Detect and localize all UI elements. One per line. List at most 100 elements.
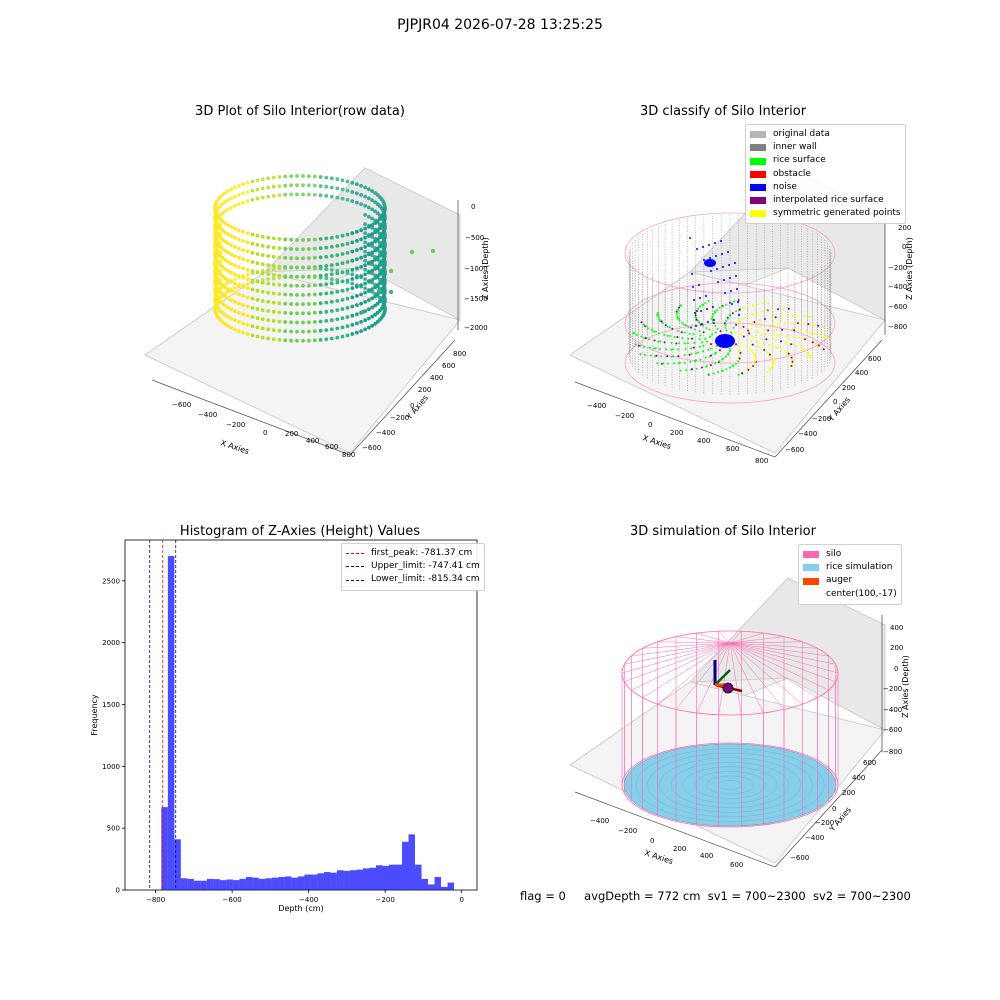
legend-swatch (803, 551, 819, 559)
classify-3d-plot: −400 −200 0 200 400 600 800 X Axies −600… (569, 166, 914, 465)
classify-z-label: Z Axies (Depth) (905, 237, 914, 300)
histogram-bar (369, 867, 376, 890)
histogram-bar (219, 880, 227, 890)
legend-label: silo (826, 549, 842, 559)
x-tick: 0 (648, 421, 652, 429)
classify-x-ticks: −400 −200 0 200 400 600 800 (587, 402, 768, 465)
x-tick: 600 (325, 443, 338, 451)
histogram-bar (226, 879, 233, 890)
legend-entry: rice surface (750, 154, 901, 167)
histogram-bar (206, 878, 214, 890)
z-tick: −800 (883, 748, 902, 756)
z-tick: −200 (888, 264, 907, 272)
status-sv1: sv1 = 700~2300 (707, 889, 806, 903)
histogram-bar (252, 877, 259, 890)
raw-z-label: Z Axies (Depth) (481, 237, 490, 300)
legend-entry: noise (750, 181, 901, 194)
legend-entry: inner wall (750, 141, 901, 154)
histogram-bar (213, 879, 220, 890)
raw-z-ticks: 0 −500 −1000 −1500 −2000 (464, 203, 488, 332)
histogram-bar (278, 877, 285, 890)
x-tick: 600 (730, 861, 743, 869)
y-tick: −200 (390, 414, 409, 422)
histogram-bar (284, 876, 292, 890)
histogram-bar (297, 876, 305, 890)
legend-swatch (803, 577, 819, 585)
classify-y-label: Y Axies (826, 395, 852, 424)
legend-swatch (750, 170, 766, 178)
simulation-x-ticks: −400 −200 0 200 400 600 (590, 817, 743, 869)
y-tick: 800 (453, 350, 466, 358)
x-tick: −200 (615, 412, 634, 420)
simulation-z-ticks: 400 200 0 −200 −400 −600 −800 (883, 624, 903, 756)
raw-y-ticks: −600 −400 −200 0 200 400 600 800 (362, 350, 466, 452)
x-tick: −200 (618, 827, 637, 835)
x-tick-label: 0 (459, 896, 463, 904)
status-flag: flag = 0 (520, 889, 566, 903)
z-tick: −2000 (464, 324, 488, 332)
legend-label: rice surface (773, 155, 826, 166)
histogram-bar (395, 864, 403, 890)
legend-label: noise (773, 181, 797, 192)
raw-outlier-points (360, 248, 436, 315)
x-tick-label: −400 (299, 896, 318, 904)
histogram-bar (258, 878, 266, 890)
histogram-bar (382, 865, 389, 890)
y-tick: 400 (852, 774, 865, 782)
histogram-bar (428, 884, 435, 890)
z-tick: −600 (883, 726, 902, 734)
raw-3d-plot: −600 −400 −200 0 200 400 600 800 X Axies… (144, 166, 490, 459)
x-tick: 400 (697, 437, 710, 445)
histogram-bar (161, 807, 168, 890)
z-tick: 400 (890, 624, 903, 632)
legend-entry: rice simulation (803, 561, 897, 574)
classify-x-label: X Axies (641, 433, 672, 451)
x-tick: 200 (673, 845, 686, 853)
simulation-legend: silo rice simulation auger center(100,-17) (798, 544, 902, 605)
x-tick: −400 (590, 817, 609, 825)
y-tick: 0 (833, 398, 837, 406)
classify-legend: original data inner wall rice surface obsta… (745, 124, 906, 225)
raw-y-label: Y Axies (404, 393, 430, 422)
y-tick: 600 (863, 759, 876, 767)
classify-3d-box (569, 166, 886, 458)
histogram-bar (323, 872, 331, 890)
histogram-bar (271, 877, 279, 890)
simulation-z-label: Z Axies (Depth) (901, 655, 910, 718)
simulation-plot-title: 3D simulation of Silo Interior (630, 524, 816, 539)
histogram-bar (310, 874, 318, 890)
z-tick: −200 (883, 685, 902, 693)
y-tick: −400 (798, 430, 817, 438)
y-tick-label: 1500 (102, 701, 120, 709)
y-tick: −600 (785, 446, 804, 454)
z-tick: −1500 (464, 295, 488, 303)
legend-entry: Lower_limit: -815.34 cm (346, 573, 480, 586)
y-tick: 600 (442, 362, 455, 370)
classify-y-ticks: −600 −400 −200 0 200 400 600 (785, 355, 881, 454)
simulation-y-ticks: −600 −400 −200 0 200 400 600 (790, 759, 876, 862)
histogram-bar (415, 864, 422, 890)
histogram-bar (356, 869, 363, 890)
legend-entry: first_peak: -781.37 cm (346, 547, 480, 560)
legend-label: auger (826, 575, 853, 586)
legend-swatch (750, 157, 766, 165)
z-tick: −400 (883, 706, 902, 714)
histogram-legend: first_peak: -781.37 cm Upper_limit: -747.… (341, 543, 485, 591)
legend-swatch (803, 591, 819, 598)
y-tick-label: 2000 (102, 639, 120, 647)
rice-simulation-surface (623, 743, 837, 827)
histogram-bar (330, 872, 337, 890)
y-tick: 200 (842, 789, 855, 797)
legend-swatch (346, 566, 364, 568)
y-tick-label: 1000 (102, 763, 120, 771)
histogram-bar (375, 865, 383, 890)
histogram-chart: −800 −600 −400 −200 0 0 500 1000 1500 2000 2500 D… (90, 539, 478, 913)
legend-swatch (750, 144, 766, 152)
z-tick: −400 (888, 283, 907, 291)
histogram-x-ticks: −800 −600 −400 −200 0 (146, 890, 464, 904)
histogram-bar (193, 880, 201, 890)
legend-entry: auger (803, 574, 897, 587)
legend-swatch (750, 197, 766, 205)
histogram-y-ticks: 0 500 1000 1500 2000 2500 (102, 577, 125, 895)
histogram-bar (245, 877, 253, 890)
